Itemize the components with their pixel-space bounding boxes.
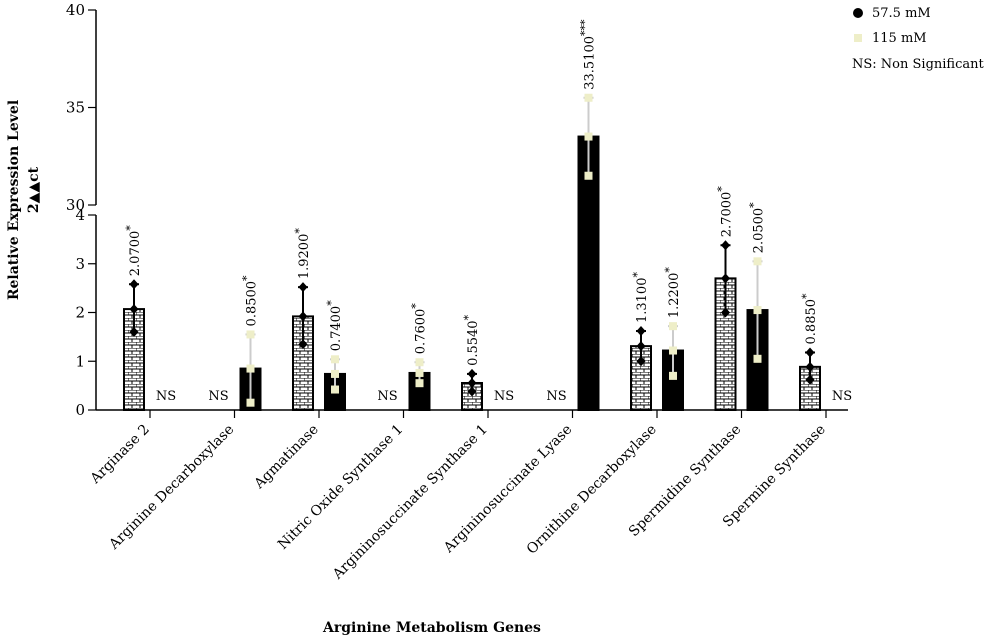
data-point (805, 361, 815, 372)
data-point (805, 374, 815, 385)
data-point (805, 347, 815, 358)
legend-marker-series-2 (854, 34, 862, 42)
legend-label-series-1: 57.5 mM (872, 6, 931, 21)
data-point (246, 364, 255, 373)
legend-marker-series-1 (853, 8, 863, 18)
data-point (467, 368, 477, 379)
data-point (246, 398, 255, 407)
significance-star: * (716, 186, 729, 192)
value-label: 1.2200* (663, 267, 682, 319)
value-label: 1.3100* (631, 272, 650, 324)
data-point (636, 341, 646, 352)
data-point (584, 171, 593, 180)
ns-label: NS (832, 389, 852, 404)
ns-label: NS (494, 389, 514, 404)
data-point (129, 327, 139, 337)
data-point (298, 311, 308, 322)
value-label: 0.7400* (325, 300, 344, 352)
data-point (246, 330, 255, 339)
data-point (669, 346, 677, 355)
legend-label-series-2: 115 mM (872, 31, 927, 46)
y-tick-35-label: 35 (66, 99, 85, 117)
data-point (331, 369, 339, 378)
data-point (721, 307, 730, 318)
data-point (415, 358, 424, 367)
significance-star: * (241, 275, 254, 281)
data-point (721, 240, 730, 251)
legend-note: NS: Non Significant (852, 57, 984, 72)
data-point (467, 386, 477, 397)
y-tick-0-label: 0 (75, 401, 85, 419)
data-point (753, 354, 762, 363)
data-point (669, 322, 677, 331)
significance-star: * (325, 300, 338, 306)
data-point (467, 377, 477, 388)
value-label: 0.7600* (410, 303, 429, 355)
value-label: 1.9200* (293, 228, 312, 280)
y-tick-40-label: 40 (66, 1, 85, 19)
y-tick-3-label: 3 (75, 255, 85, 273)
value-label: 0.5540* (462, 314, 481, 366)
y-axis-title: Relative Expression Level (6, 100, 22, 300)
data-point (753, 257, 762, 266)
significance-star: * (124, 225, 137, 231)
value-label: 2.0500* (748, 202, 767, 254)
significance-star: * (748, 202, 761, 208)
y-tick-4-label: 4 (75, 206, 85, 224)
value-label: 0.8850* (800, 293, 819, 345)
y-tick-2-label: 2 (75, 304, 85, 322)
significance-star: * (410, 303, 423, 309)
ns-label: NS (546, 389, 566, 404)
category-label: Arginase 2 (87, 422, 153, 488)
value-label: 2.7000* (716, 186, 735, 238)
data-point (584, 93, 593, 102)
ns-label: NS (377, 389, 397, 404)
data-point (415, 379, 424, 388)
y-axis-subtitle: 2▲▲ct (26, 166, 42, 213)
data-point (721, 273, 730, 284)
data-point (129, 279, 139, 290)
value-label: 2.0700* (124, 225, 143, 277)
y-tick-1-label: 1 (75, 352, 85, 370)
data-point (331, 355, 339, 364)
legend: 57.5 mM 115 mM NS: Non Significant (852, 6, 984, 72)
data-point (331, 385, 339, 394)
data-point (584, 132, 593, 141)
data-point (636, 356, 646, 367)
ns-label: NS (156, 389, 176, 404)
data-point (753, 306, 762, 315)
data-point (129, 304, 139, 315)
significance-star: *** (579, 19, 592, 36)
significance-star: * (462, 314, 475, 320)
data-point (669, 371, 677, 380)
significance-star: * (293, 228, 306, 234)
ns-label: NS (208, 389, 228, 404)
significance-star: * (663, 267, 676, 273)
value-label: 33.5100*** (579, 19, 598, 90)
x-axis-title: Arginine Metabolism Genes (322, 620, 541, 636)
value-label: 0.8500* (241, 275, 260, 327)
significance-star: * (631, 272, 644, 278)
category-label: Argininosuccinate Synthase 1 (329, 422, 491, 584)
category-label: Agmatinase (251, 422, 322, 493)
data-point (415, 368, 424, 377)
data-point (298, 282, 308, 293)
data-point (636, 326, 646, 337)
data-point (298, 339, 308, 350)
significance-star: * (800, 293, 813, 299)
y-tick-30-label: 30 (66, 196, 85, 214)
